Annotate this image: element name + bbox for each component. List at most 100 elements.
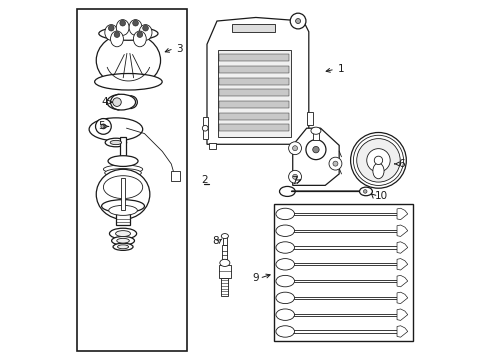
Bar xyxy=(219,66,288,73)
Ellipse shape xyxy=(359,187,372,196)
Circle shape xyxy=(101,124,106,129)
Circle shape xyxy=(114,32,120,37)
Bar xyxy=(219,101,288,108)
Circle shape xyxy=(292,174,297,179)
Ellipse shape xyxy=(89,118,142,141)
Text: 2: 2 xyxy=(201,175,207,185)
Polygon shape xyxy=(396,208,407,220)
Circle shape xyxy=(288,170,301,183)
Circle shape xyxy=(373,156,382,165)
Ellipse shape xyxy=(275,208,294,220)
Bar xyxy=(121,178,125,210)
Ellipse shape xyxy=(106,172,140,181)
Bar xyxy=(217,50,290,137)
Ellipse shape xyxy=(104,168,141,177)
Text: 5: 5 xyxy=(98,121,105,131)
Circle shape xyxy=(142,25,148,31)
Ellipse shape xyxy=(117,238,129,243)
Text: 7: 7 xyxy=(290,176,297,186)
Ellipse shape xyxy=(108,156,138,166)
Ellipse shape xyxy=(99,27,158,40)
Text: 3: 3 xyxy=(176,44,183,54)
Ellipse shape xyxy=(279,186,295,197)
Ellipse shape xyxy=(305,140,325,159)
Circle shape xyxy=(137,32,142,37)
Ellipse shape xyxy=(310,127,320,134)
Ellipse shape xyxy=(113,243,133,250)
Polygon shape xyxy=(206,18,308,144)
Text: 4: 4 xyxy=(101,97,107,107)
Bar xyxy=(77,9,187,351)
Bar xyxy=(306,112,313,125)
Ellipse shape xyxy=(275,309,294,320)
Ellipse shape xyxy=(109,228,136,239)
Ellipse shape xyxy=(372,163,383,179)
Ellipse shape xyxy=(290,13,305,29)
Ellipse shape xyxy=(117,245,128,249)
Text: 8: 8 xyxy=(212,236,219,246)
Polygon shape xyxy=(396,275,407,287)
Ellipse shape xyxy=(116,19,129,35)
Circle shape xyxy=(312,147,319,153)
Bar xyxy=(219,78,288,85)
Polygon shape xyxy=(396,225,407,237)
Polygon shape xyxy=(396,309,407,320)
Ellipse shape xyxy=(275,275,294,287)
Ellipse shape xyxy=(96,33,160,87)
Ellipse shape xyxy=(107,176,139,184)
Text: 6: 6 xyxy=(398,159,404,169)
Bar xyxy=(203,117,207,139)
Bar xyxy=(223,236,226,245)
Bar xyxy=(116,214,130,225)
Bar xyxy=(120,137,125,158)
Bar xyxy=(219,89,288,96)
Ellipse shape xyxy=(275,242,294,253)
Bar xyxy=(222,245,227,263)
Ellipse shape xyxy=(110,140,122,145)
Circle shape xyxy=(202,125,207,131)
Text: 10: 10 xyxy=(374,191,387,201)
Ellipse shape xyxy=(103,165,142,174)
Ellipse shape xyxy=(108,205,137,215)
Ellipse shape xyxy=(103,176,142,199)
Ellipse shape xyxy=(221,234,228,239)
Bar xyxy=(208,143,216,149)
Polygon shape xyxy=(396,292,407,303)
Circle shape xyxy=(295,18,300,23)
Ellipse shape xyxy=(110,31,123,47)
Circle shape xyxy=(108,25,114,31)
Text: 1: 1 xyxy=(337,64,344,74)
Polygon shape xyxy=(396,258,407,270)
Ellipse shape xyxy=(104,24,118,40)
Ellipse shape xyxy=(105,138,126,147)
Ellipse shape xyxy=(356,139,399,182)
Ellipse shape xyxy=(102,200,144,212)
Circle shape xyxy=(292,146,297,151)
Text: 9: 9 xyxy=(251,273,258,283)
Ellipse shape xyxy=(133,31,146,47)
Ellipse shape xyxy=(115,231,130,237)
Circle shape xyxy=(328,157,341,170)
Circle shape xyxy=(363,190,366,193)
Bar xyxy=(219,124,288,131)
Ellipse shape xyxy=(275,292,294,303)
Circle shape xyxy=(120,20,125,26)
Polygon shape xyxy=(396,242,407,253)
Ellipse shape xyxy=(275,326,294,337)
Bar xyxy=(219,54,288,61)
Ellipse shape xyxy=(95,73,162,90)
Ellipse shape xyxy=(112,98,121,107)
Ellipse shape xyxy=(220,259,229,266)
Ellipse shape xyxy=(107,94,135,110)
Ellipse shape xyxy=(95,118,111,134)
Ellipse shape xyxy=(139,24,152,40)
Bar xyxy=(219,113,288,120)
Bar xyxy=(312,131,318,140)
Bar xyxy=(170,171,180,181)
Bar xyxy=(221,278,228,296)
Bar xyxy=(299,143,306,149)
Ellipse shape xyxy=(275,258,294,270)
Polygon shape xyxy=(219,265,230,278)
Ellipse shape xyxy=(366,149,389,172)
Circle shape xyxy=(288,142,301,155)
